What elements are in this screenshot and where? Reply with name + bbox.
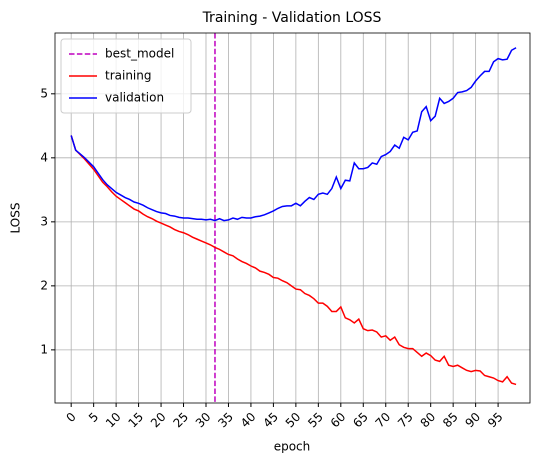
x-tick-label: 70 — [373, 410, 394, 431]
x-tick-label: 25 — [170, 410, 191, 431]
x-tick-label: 35 — [215, 410, 236, 431]
x-tick-label: 45 — [260, 410, 281, 431]
x-tick-label: 20 — [148, 410, 169, 431]
legend-box — [60, 38, 192, 114]
x-tick-label: 55 — [305, 410, 326, 431]
line-series — [70, 135, 517, 386]
legend-label: best_model — [105, 47, 174, 61]
line-series — [70, 47, 517, 222]
chart-title: Training - Validation LOSS — [202, 10, 382, 26]
y-tick-label: 5 — [40, 86, 48, 100]
y-tick-label: 3 — [40, 214, 48, 228]
x-tick-label: 15 — [125, 410, 146, 431]
x-tick-label: 65 — [350, 410, 371, 431]
x-tick-label: 40 — [238, 410, 259, 431]
x-tick-label: 95 — [485, 410, 506, 431]
legend-label: validation — [105, 91, 164, 105]
x-tick-label: 85 — [440, 410, 461, 431]
x-tick-label: 0 — [63, 410, 78, 425]
x-tick-label: 30 — [193, 410, 214, 431]
x-tick-label: 80 — [418, 410, 439, 431]
x-tick-label: 60 — [328, 410, 349, 431]
y-tick-label: 1 — [40, 342, 48, 356]
x-axis-label: epoch — [274, 440, 311, 454]
y-tick-label: 2 — [40, 278, 48, 292]
plot-frame — [54, 32, 531, 404]
legend: best_model training validation — [60, 38, 192, 114]
legend-label: training — [105, 69, 152, 83]
x-tick-label: 90 — [463, 410, 484, 431]
x-tick-label: 75 — [395, 410, 416, 431]
y-tick-label: 4 — [40, 150, 48, 164]
x-tick-label: 50 — [283, 410, 304, 431]
x-tick-label: 5 — [86, 410, 101, 425]
y-axis-label: LOSS — [9, 203, 23, 234]
x-tick-label: 10 — [103, 410, 124, 431]
